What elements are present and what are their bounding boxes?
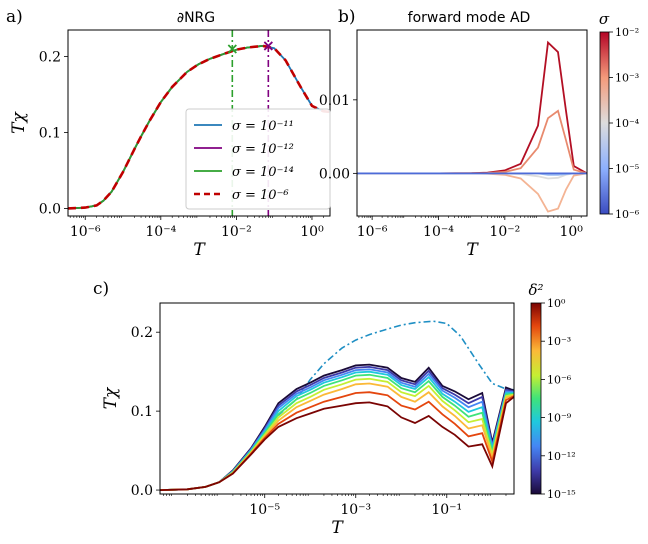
x-axis-label: T bbox=[193, 240, 206, 260]
series-line bbox=[160, 370, 514, 491]
series-line bbox=[357, 109, 587, 175]
colorbar-label: δ² bbox=[528, 281, 543, 299]
sigma-colorbar bbox=[599, 31, 610, 215]
series-line bbox=[68, 44, 330, 210]
x-tick-label: 10⁻⁶ bbox=[357, 224, 388, 240]
x-tick-label: 10⁻² bbox=[221, 224, 252, 240]
x-marker bbox=[263, 41, 273, 51]
series-line bbox=[160, 373, 514, 491]
colorbar-tick-label: 10⁻² bbox=[615, 26, 639, 39]
legend-box bbox=[185, 108, 331, 210]
x-axis-label: T bbox=[466, 240, 479, 260]
y-tick-label: 0.0 bbox=[39, 201, 61, 217]
reference-line bbox=[160, 320, 514, 491]
colorbar-tick-label: 10⁻³ bbox=[547, 335, 571, 348]
series-line bbox=[160, 363, 514, 491]
axes-frame bbox=[159, 302, 515, 495]
legend-label: σ = 10⁻⁶ bbox=[232, 188, 289, 203]
colorbar-tick-label: 10⁻⁹ bbox=[547, 412, 572, 425]
x-tick-label: 10⁻⁴ bbox=[423, 224, 454, 240]
panel-c-label: c) bbox=[93, 279, 109, 299]
colorbar-tick-label: 10⁻⁵ bbox=[615, 163, 639, 176]
x-tick-label: 10⁻⁵ bbox=[249, 502, 280, 518]
plot-area bbox=[357, 40, 587, 213]
panel-b-label: b) bbox=[338, 7, 356, 27]
colorbar-tick-label: 10⁻¹² bbox=[547, 450, 576, 463]
series-line bbox=[357, 172, 587, 213]
colorbar-tick-label: 10⁻³ bbox=[615, 72, 639, 85]
y-tick-label: 0.1 bbox=[39, 125, 61, 141]
y-tick-label: 0.0 bbox=[131, 483, 153, 499]
x-tick-label: 10⁻⁶ bbox=[70, 224, 101, 240]
colorbar-tick-label: 10⁻⁶ bbox=[615, 208, 640, 221]
panel-b-chart: 10⁻⁶ 10⁻⁴ 10⁻² 10⁰ 0.00 0.01 T bbox=[319, 29, 588, 260]
y-tick-label: 0.00 bbox=[319, 166, 350, 182]
panel-a-title: ∂NRG bbox=[177, 10, 215, 26]
legend-label: σ = 10⁻¹¹ bbox=[232, 119, 294, 134]
x-tick-label: 10⁰ bbox=[559, 224, 583, 240]
panel-c-chart: 10⁻⁵ 10⁻³ 10⁻¹ 0.0 0.1 0.2 T Tχ bbox=[101, 302, 515, 538]
x-tick-label: 10⁰ bbox=[300, 224, 324, 240]
colorbar-tick-label: 10⁰ bbox=[547, 297, 566, 310]
delta-colorbar bbox=[530, 302, 542, 495]
series-line bbox=[160, 396, 514, 491]
colorbar-ticks: 10⁻² 10⁻³ 10⁻⁴ 10⁻⁵ 10⁻⁶ σ 10⁰ 10⁻³ 10⁻⁶ 10⁻⁹ 10⁻¹… bbox=[528, 10, 639, 501]
y-tick-label: 0.2 bbox=[131, 325, 153, 341]
legend-label: σ = 10⁻¹² bbox=[232, 142, 294, 157]
x-tick-label: 10⁻⁴ bbox=[145, 224, 176, 240]
x-tick-label: 10⁻³ bbox=[340, 502, 371, 518]
y-axis-label: Tχ bbox=[101, 386, 121, 409]
x-tick-label: 10⁻² bbox=[489, 224, 520, 240]
series-line bbox=[357, 40, 587, 175]
y-tick-label: 0.1 bbox=[131, 404, 153, 420]
y-tick-label: 0.2 bbox=[39, 50, 61, 66]
colorbar-tick-label: 10⁻¹⁵ bbox=[547, 488, 576, 501]
legend-label: σ = 10⁻¹⁴ bbox=[232, 165, 294, 180]
y-axis-label: Tχ bbox=[9, 110, 29, 133]
panel-b-title: forward mode AD bbox=[408, 10, 531, 26]
colorbar-tick-label: 10⁻⁴ bbox=[615, 117, 640, 130]
x-marker bbox=[227, 44, 237, 54]
colorbar-tick-label: 10⁻⁶ bbox=[547, 373, 572, 386]
y-tick-label: 0.01 bbox=[319, 93, 350, 109]
x-axis-label: T bbox=[331, 518, 344, 538]
colorbar-label: σ bbox=[599, 10, 610, 28]
plot-area bbox=[160, 320, 514, 491]
x-tick-label: 10⁻¹ bbox=[431, 502, 462, 518]
panel-a-label: a) bbox=[6, 7, 23, 27]
axes-frame bbox=[356, 29, 588, 217]
legend: σ = 10⁻¹¹ σ = 10⁻¹² σ = 10⁻¹⁴ σ = 10⁻⁶ bbox=[185, 108, 331, 210]
